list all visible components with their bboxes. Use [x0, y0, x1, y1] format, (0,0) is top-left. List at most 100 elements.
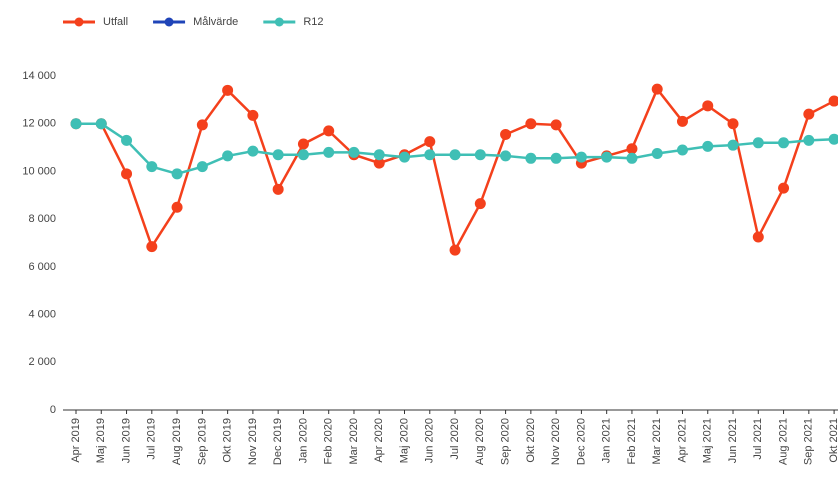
- data-point: [778, 182, 790, 194]
- x-tick-label: Aug 2019: [171, 418, 183, 465]
- x-tick-label: Maj 2021: [702, 418, 714, 463]
- data-point: [500, 128, 512, 140]
- data-point: [171, 201, 183, 213]
- data-point: [146, 161, 158, 173]
- x-tick-label: Dec 2019: [272, 418, 284, 465]
- legend-label: R12: [303, 16, 323, 28]
- data-point: [272, 149, 284, 161]
- data-point: [449, 244, 461, 256]
- y-tick-label: 8 000: [28, 213, 56, 225]
- data-point: [676, 144, 688, 156]
- x-tick-label: Jun 2020: [424, 418, 436, 463]
- data-point: [247, 145, 259, 157]
- data-point: [474, 149, 486, 161]
- data-point: [247, 109, 259, 121]
- y-tick-label: 2 000: [28, 356, 56, 368]
- x-tick-label: Feb 2020: [323, 418, 335, 464]
- data-point: [525, 118, 537, 130]
- data-point: [702, 140, 714, 152]
- x-tick-label: Nov 2019: [247, 418, 259, 465]
- x-tick-label: Sep 2019: [196, 418, 208, 465]
- x-tick-label: Mar 2021: [651, 418, 663, 464]
- data-point: [196, 119, 208, 131]
- data-point: [95, 118, 107, 130]
- data-point: [196, 161, 208, 173]
- x-tick-label: Jul 2020: [449, 418, 461, 460]
- data-point: [500, 150, 512, 162]
- data-point: [575, 151, 587, 163]
- data-point: [828, 95, 838, 107]
- x-tick-label: Jul 2021: [752, 418, 764, 460]
- data-point: [121, 168, 133, 180]
- x-tick-label: Okt 2020: [525, 418, 537, 463]
- data-point: [626, 143, 638, 155]
- x-tick-label: Okt 2021: [828, 418, 838, 463]
- data-point: [803, 134, 815, 146]
- y-tick-label: 14 000: [22, 70, 56, 82]
- data-point: [373, 149, 385, 161]
- data-point: [70, 118, 82, 130]
- data-point: [727, 118, 739, 130]
- data-point: [727, 139, 739, 151]
- x-tick-label: Maj 2020: [398, 418, 410, 463]
- data-point: [222, 150, 234, 162]
- legend-marker: [274, 17, 284, 27]
- data-point: [778, 137, 790, 149]
- x-tick-label: Jan 2020: [297, 418, 309, 463]
- data-point: [424, 149, 436, 161]
- x-tick-label: Jan 2021: [601, 418, 613, 463]
- y-tick-label: 0: [50, 404, 56, 416]
- legend-label: Utfall: [103, 16, 128, 28]
- data-point: [449, 149, 461, 161]
- data-point: [752, 137, 764, 149]
- x-tick-label: Aug 2020: [474, 418, 486, 465]
- data-point: [399, 151, 411, 163]
- data-point: [272, 183, 284, 195]
- data-point: [373, 157, 385, 169]
- legend-label: Målvärde: [193, 16, 238, 28]
- x-tick-label: Maj 2019: [95, 418, 107, 463]
- x-tick-label: Apr 2020: [373, 418, 385, 463]
- data-point: [474, 198, 486, 210]
- data-point: [550, 119, 562, 131]
- x-tick-label: Sep 2021: [803, 418, 815, 465]
- data-point: [702, 100, 714, 112]
- data-point: [297, 149, 309, 161]
- data-point: [626, 152, 638, 164]
- legend-marker: [164, 17, 174, 27]
- x-tick-label: Apr 2019: [70, 418, 82, 463]
- y-tick-label: 12 000: [22, 118, 56, 130]
- data-point: [550, 152, 562, 164]
- x-tick-label: Jun 2021: [727, 418, 739, 463]
- data-point: [323, 125, 335, 137]
- data-point: [803, 108, 815, 120]
- data-point: [323, 146, 335, 158]
- x-tick-label: Dec 2020: [575, 418, 587, 465]
- data-point: [222, 84, 234, 96]
- data-point: [121, 134, 133, 146]
- legend-marker: [74, 17, 84, 27]
- x-tick-label: Nov 2020: [550, 418, 562, 465]
- data-point: [752, 231, 764, 243]
- data-point: [146, 241, 158, 253]
- data-point: [676, 115, 688, 127]
- y-tick-label: 10 000: [22, 165, 56, 177]
- x-tick-label: Apr 2021: [676, 418, 688, 463]
- data-point: [651, 83, 663, 95]
- data-point: [525, 152, 537, 164]
- data-point: [348, 146, 360, 158]
- x-tick-label: Sep 2020: [499, 418, 511, 465]
- x-tick-label: Aug 2021: [777, 418, 789, 465]
- x-tick-label: Jul 2019: [146, 418, 158, 460]
- data-point: [424, 136, 436, 148]
- x-tick-label: Jun 2019: [120, 418, 132, 463]
- x-tick-label: Feb 2021: [626, 418, 638, 464]
- data-point: [651, 148, 663, 160]
- y-tick-label: 4 000: [28, 308, 56, 320]
- x-tick-label: Okt 2019: [222, 418, 234, 463]
- data-point: [171, 168, 183, 180]
- y-tick-label: 6 000: [28, 261, 56, 273]
- x-tick-label: Mar 2020: [348, 418, 360, 464]
- data-point: [297, 138, 309, 150]
